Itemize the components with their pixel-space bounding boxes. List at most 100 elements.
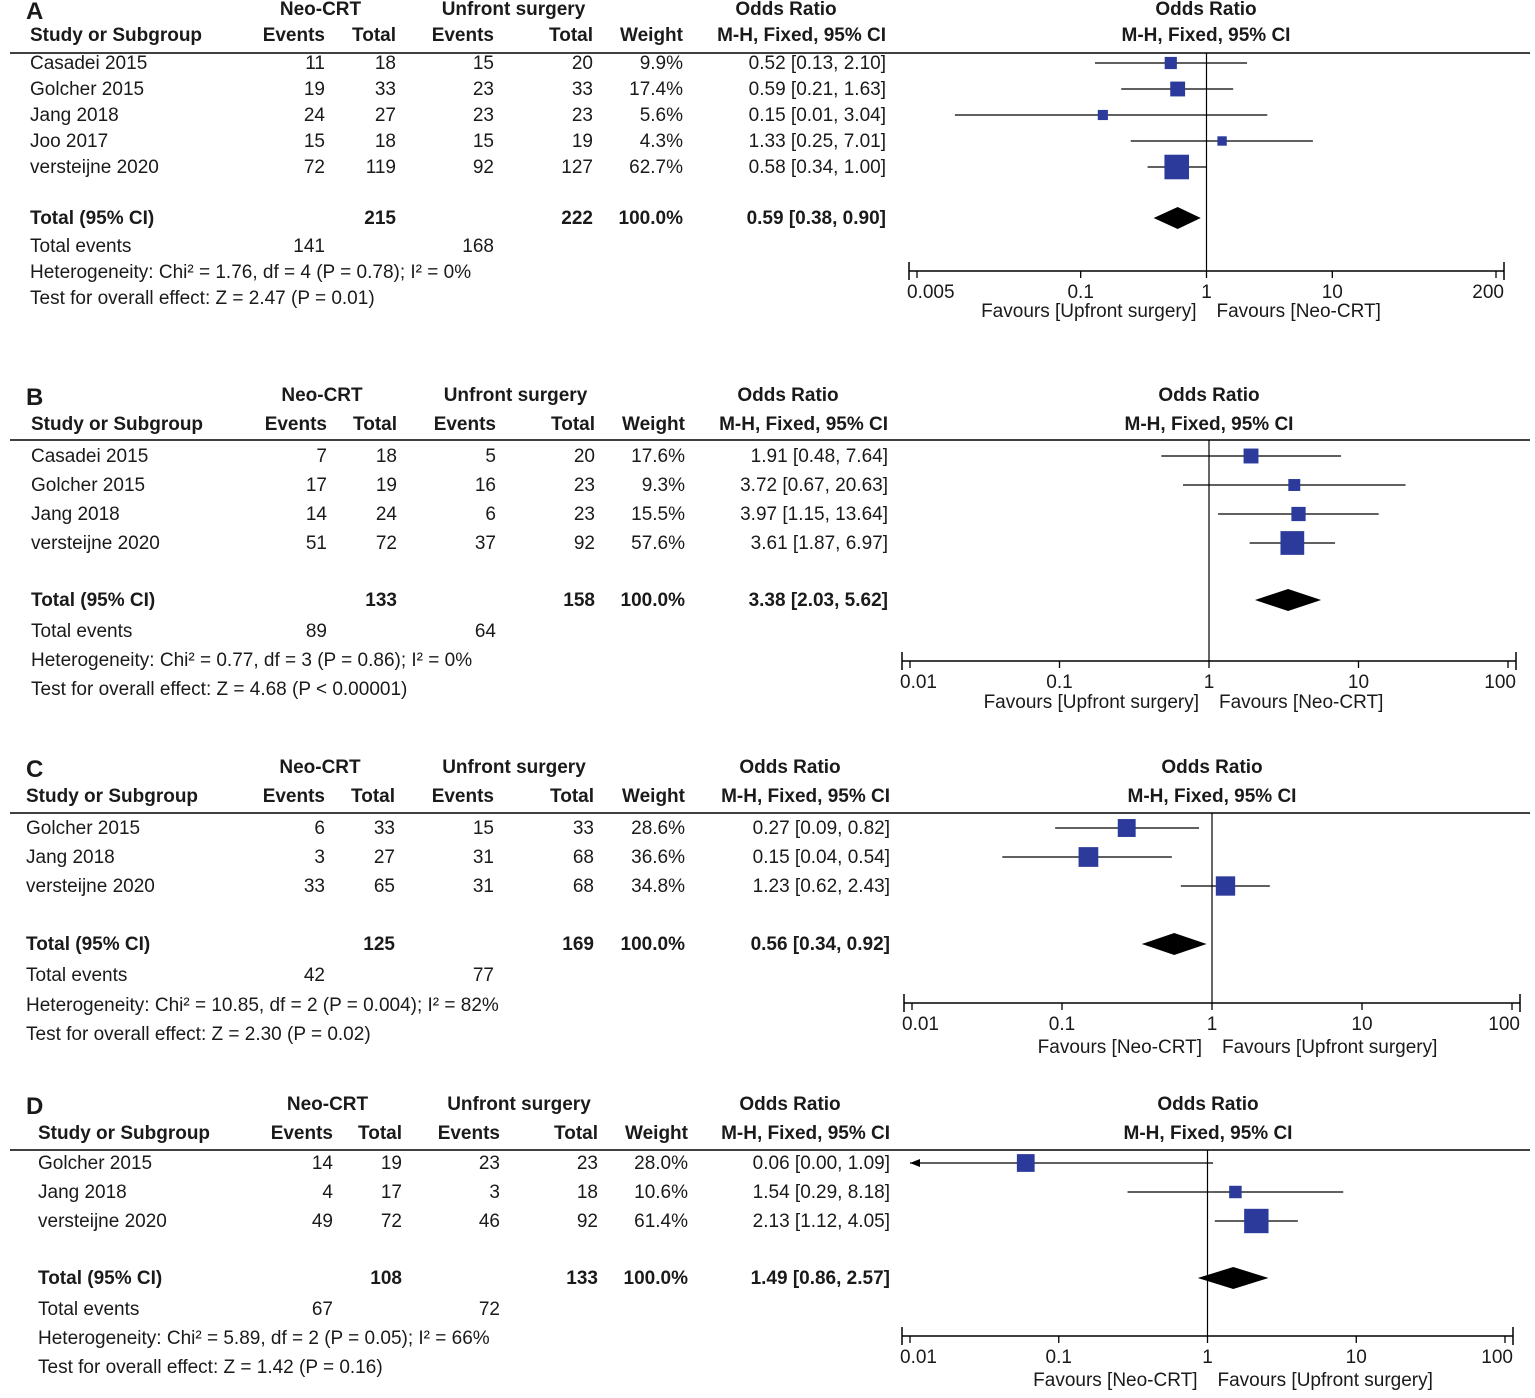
panel-label: B [26, 384, 43, 411]
study-row: Jang 2018 4 17 3 18 10.6% 1.54 [0.29, 8.18] [38, 1182, 1344, 1203]
x-tick-label: 0.1 [1049, 1014, 1075, 1035]
col-total1: Total [351, 786, 395, 807]
x-tick-label: 10 [1351, 1014, 1372, 1035]
total2-value: 20 [572, 53, 593, 74]
total1-value: 72 [381, 1211, 402, 1232]
pooled-diamond [1197, 1267, 1269, 1289]
events2-value: 31 [473, 847, 494, 868]
events2-value: 3 [489, 1182, 500, 1203]
total-ci: 0.59 [0.38, 0.90] [747, 208, 886, 229]
plot-title: Odds Ratio [1161, 757, 1262, 778]
events1-value: 51 [306, 533, 327, 554]
study-row: Jang 2018 14 24 6 23 15.5% 3.97 [1.15, 13.64] [31, 504, 1379, 525]
group2-header: Unfront surgery [442, 0, 586, 20]
heterogeneity-text: Heterogeneity: Chi² = 5.89, df = 2 (P = … [38, 1328, 490, 1349]
weight-value: 9.3% [642, 475, 685, 496]
study-name: Golcher 2015 [30, 79, 144, 100]
study-row: Casadei 2015 7 18 5 20 17.6% 1.91 [0.48, 7.64] [31, 446, 1342, 467]
x-tick-label: 0.1 [1046, 672, 1072, 693]
ci-value: 3.61 [1.87, 6.97] [751, 533, 888, 554]
group1-header: Neo-CRT [280, 0, 362, 20]
weight-value: 34.8% [631, 876, 685, 897]
total1-sum: 108 [370, 1268, 402, 1289]
forest-panel-c: C Neo-CRT Unfront surgery Odds Ratio Odds Ra… [10, 756, 1530, 1058]
col-method: M-H, Fixed, 95% CI [719, 414, 888, 435]
x-tick-label: 1 [1207, 1014, 1218, 1035]
total1-value: 18 [376, 446, 397, 467]
weight-value: 62.7% [629, 157, 683, 178]
total2-value: 18 [577, 1182, 598, 1203]
plot-title: Odds Ratio [1158, 385, 1259, 406]
point-estimate-square [1291, 506, 1306, 522]
overall-effect-text: Test for overall effect: Z = 1.42 (P = 0… [38, 1357, 383, 1378]
x-tick-label: 0.01 [900, 672, 937, 693]
ci-value: 1.33 [0.25, 7.01] [749, 131, 886, 152]
point-estimate-square [1215, 876, 1236, 896]
study-row: Golcher 2015 14 19 23 23 28.0% 0.06 [0.00, 1.0… [38, 1153, 1214, 1174]
total2-value: 68 [573, 847, 594, 868]
point-estimate-square [1164, 56, 1177, 70]
events2-value: 46 [479, 1211, 500, 1232]
study-row: Golcher 2015 17 19 16 23 9.3% 3.72 [0.67, 20.6… [31, 475, 1406, 496]
col-events2: Events [432, 786, 494, 807]
study-name: Jang 2018 [30, 105, 119, 126]
heterogeneity-text: Heterogeneity: Chi² = 10.85, df = 2 (P =… [26, 995, 499, 1016]
x-tick-label: 0.1 [1067, 282, 1093, 303]
events2-value: 15 [473, 818, 494, 839]
col-plot-method: M-H, Fixed, 95% CI [1125, 414, 1294, 435]
total1-value: 18 [375, 53, 396, 74]
total-label: Total (95% CI) [38, 1268, 162, 1289]
study-name: versteijne 2020 [30, 157, 159, 178]
total1-value: 27 [375, 105, 396, 126]
pooled-diamond [1153, 207, 1201, 229]
total-row: Total (95% CI) 133 158 100.0% 3.38 [2.03, 5.… [31, 589, 1322, 611]
study-row: Jang 2018 24 27 23 23 5.6% 0.15 [0.01, 3.04] [30, 105, 1268, 126]
x-tick-label: 0.01 [902, 1014, 939, 1035]
total-events-label: Total events [26, 965, 127, 986]
events2-value: 23 [473, 105, 494, 126]
ci-value: 0.52 [0.13, 2.10] [749, 53, 886, 74]
x-tick-label: 1 [1204, 672, 1215, 693]
study-row: Casadei 2015 11 18 15 20 9.9% 0.52 [0.13, 2.10… [30, 53, 1248, 74]
pooled-diamond [1141, 933, 1207, 955]
point-estimate-square [1229, 1185, 1242, 1199]
col-total2: Total [551, 414, 595, 435]
effect-title: Odds Ratio [739, 1094, 840, 1115]
events1-value: 7 [316, 446, 327, 467]
study-row: versteijne 2020 49 72 46 92 61.4% 2.13 [1.12, … [38, 1208, 1298, 1234]
study-name: Golcher 2015 [26, 818, 140, 839]
total-ci: 0.56 [0.34, 0.92] [751, 934, 890, 955]
x-tick-label: 10 [1346, 1347, 1367, 1368]
col-events1: Events [265, 414, 327, 435]
total-events1: 89 [306, 621, 327, 642]
panel-label: C [26, 756, 43, 783]
events1-value: 11 [305, 53, 325, 74]
point-estimate-square [1170, 81, 1186, 97]
events1-value: 3 [314, 847, 325, 868]
total2-value: 23 [572, 105, 593, 126]
total1-value: 18 [375, 131, 396, 152]
total-events-label: Total events [38, 1299, 139, 1320]
x-tick-label: 10 [1348, 672, 1369, 693]
ci-value: 2.13 [1.12, 4.05] [753, 1211, 890, 1232]
ci-value: 1.54 [0.29, 8.18] [753, 1182, 890, 1203]
study-name: versteijne 2020 [26, 876, 155, 897]
events2-value: 5 [485, 446, 496, 467]
study-name: Jang 2018 [26, 847, 115, 868]
weight-value: 5.6% [640, 105, 683, 126]
total1-value: 33 [375, 79, 396, 100]
total2-value: 23 [574, 475, 595, 496]
group2-header: Unfront surgery [442, 757, 586, 778]
weight-value: 17.4% [629, 79, 683, 100]
total1-value: 24 [376, 504, 398, 525]
favours-right-label: Favours [Upfront surgery] [1222, 1037, 1437, 1058]
total1-value: 33 [374, 818, 395, 839]
col-total2: Total [549, 25, 593, 46]
events2-value: 23 [479, 1153, 500, 1174]
col-total1: Total [358, 1123, 402, 1144]
x-tick-label: 100 [1484, 672, 1516, 693]
total-weight: 100.0% [621, 590, 686, 611]
x-tick-label: 0.1 [1046, 1347, 1072, 1368]
ci-value: 0.15 [0.04, 0.54] [753, 847, 890, 868]
pooled-diamond [1254, 589, 1322, 611]
